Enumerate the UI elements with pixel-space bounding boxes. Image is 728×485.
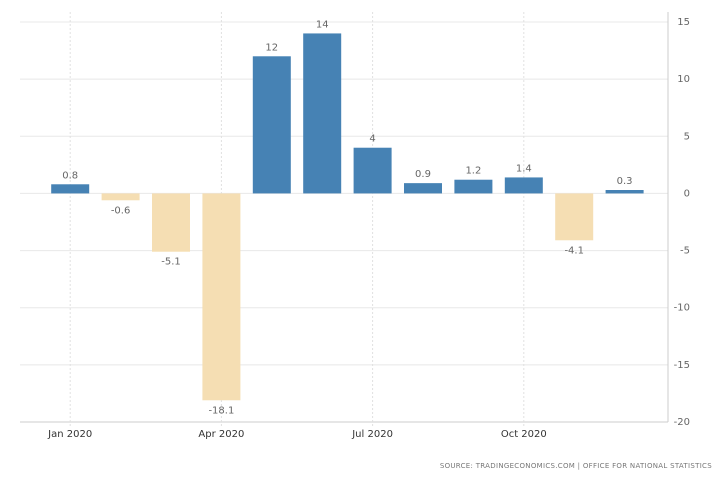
bar — [555, 193, 594, 241]
bar — [202, 193, 241, 401]
y-tick-label: 5 — [684, 131, 690, 142]
bar — [152, 193, 190, 252]
x-tick-label: Jan 2020 — [47, 429, 92, 440]
value-label: 1.2 — [465, 166, 481, 177]
y-tick-label: -5 — [680, 246, 690, 257]
value-label: 0.9 — [415, 169, 431, 180]
value-label: -0.6 — [111, 205, 131, 216]
bar — [353, 147, 392, 194]
x-tick-label: Oct 2020 — [501, 429, 547, 440]
y-tick-label: -10 — [674, 303, 690, 314]
value-label: -5.1 — [161, 257, 181, 268]
value-label: 0.3 — [617, 176, 633, 187]
value-label: 12 — [265, 42, 278, 53]
bar — [252, 56, 291, 194]
y-tick-label: -20 — [674, 417, 690, 428]
value-label: -18.1 — [208, 405, 234, 416]
bar — [454, 179, 493, 194]
bar — [504, 177, 543, 194]
value-label: 4 — [369, 134, 375, 145]
bar — [101, 193, 140, 201]
y-tick-label: -15 — [674, 360, 690, 371]
x-tick-label: Jul 2020 — [351, 429, 393, 440]
value-label: 1.4 — [516, 163, 532, 174]
value-label: -4.1 — [564, 245, 584, 256]
y-tick-label: 0 — [684, 188, 690, 199]
bar — [303, 33, 342, 194]
y-tick-label: 10 — [677, 74, 690, 85]
x-tick-label: Apr 2020 — [198, 429, 244, 440]
value-label: 14 — [316, 19, 329, 30]
value-label: 0.8 — [62, 170, 78, 181]
y-tick-label: 15 — [677, 17, 690, 28]
bar — [51, 184, 90, 194]
source-note: SOURCE: TRADINGECONOMICS.COM | OFFICE FO… — [440, 462, 712, 470]
bar — [404, 183, 442, 194]
bar — [605, 190, 644, 194]
